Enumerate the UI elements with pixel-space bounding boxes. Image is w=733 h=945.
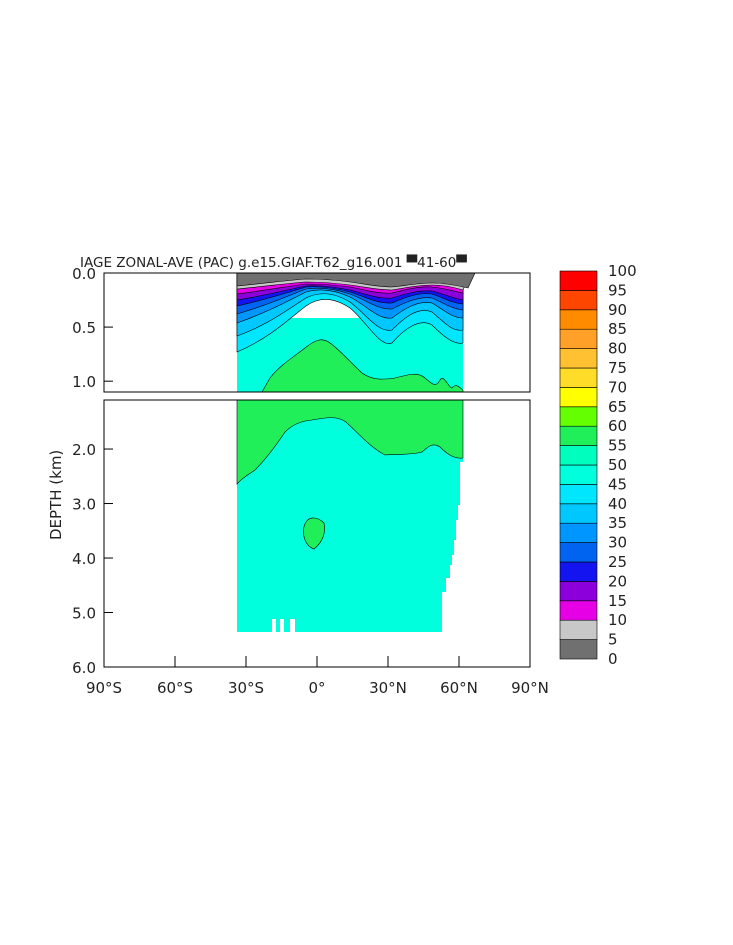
y-tick-label-bottom: 4.0 [72, 550, 96, 568]
y-axis-label: DEPTH (km) [47, 450, 65, 540]
colorbar-label: 90 [608, 301, 627, 319]
x-axis: 90°S 60°S 30°S 0° 30°N 60°N 90°N [86, 656, 549, 697]
y-tick-label-top: 0.0 [72, 265, 96, 283]
x-tick-label: 90°N [511, 679, 549, 697]
colorbar-label: 100 [608, 262, 637, 280]
y-tick-label-bottom: 2.0 [72, 441, 96, 459]
colorbar-label: 95 [608, 281, 627, 299]
x-tick-label: 30°S [228, 679, 264, 697]
colorbar-swatch [559, 290, 598, 311]
colorbar-label: 60 [608, 417, 627, 435]
chart-title: IAGE ZONAL-AVE (PAC) g.e15.GIAF.T62_g16.… [80, 254, 467, 271]
colorbar-swatch [559, 600, 598, 621]
colorbar-swatch [559, 445, 598, 466]
colorbar-swatch [559, 406, 598, 427]
colorbar-label: 40 [608, 495, 627, 513]
colorbar-swatch [559, 309, 598, 330]
colorbar-label: 85 [608, 320, 627, 338]
colorbar-label: 20 [608, 572, 627, 590]
colorbar-swatch [559, 328, 598, 349]
upper-panel-frame [103, 272, 531, 393]
lower-panel [236, 400, 464, 633]
x-tick-label: 30°N [369, 679, 407, 697]
upper-panel [236, 273, 476, 392]
colorbar-swatch [559, 387, 598, 408]
upper-band-0 [236, 273, 476, 289]
colorbar-swatch [559, 484, 598, 505]
colorbar-swatch [559, 425, 598, 446]
colorbar-label: 70 [608, 378, 627, 396]
colorbar-swatch [559, 619, 598, 640]
x-tick-label: 60°S [157, 679, 193, 697]
lower-band-50 [236, 400, 464, 485]
lower-band-50-blob [303, 517, 325, 550]
colorbar-label: 30 [608, 534, 627, 552]
colorbar-label: 0 [608, 650, 618, 668]
x-tick-label: 90°S [86, 679, 122, 697]
notch-2 [280, 619, 284, 633]
colorbar-label: 55 [608, 437, 627, 455]
y-tick-label-top: 1.0 [72, 373, 96, 391]
colorbar-swatch [559, 581, 598, 602]
colorbar-label: 25 [608, 553, 627, 571]
y-tick-label-bottom: 6.0 [72, 659, 96, 677]
colorbar-swatch [559, 503, 598, 524]
colorbar-swatch [559, 522, 598, 543]
x-tick-label: 60°N [440, 679, 478, 697]
y-tick-label-top: 0.5 [72, 319, 96, 337]
colorbar-swatch [559, 542, 598, 563]
colorbar-label: 15 [608, 592, 627, 610]
y-axis: 0.0 0.5 1.0 2.0 3.0 4.0 5.0 6.0 [72, 265, 113, 677]
colorbar-label: 10 [608, 611, 627, 629]
y-tick-label-bottom: 5.0 [72, 605, 96, 623]
colorbar-label: 50 [608, 456, 627, 474]
colorbar-label: 80 [608, 340, 627, 358]
colorbar-swatch [559, 270, 598, 291]
notch-1 [272, 619, 276, 633]
colorbar-swatch [559, 639, 598, 660]
colorbar-label: 45 [608, 475, 627, 493]
lower-band-45 [237, 400, 463, 632]
colorbar-swatch [559, 561, 598, 582]
y-tick-label-bottom: 3.0 [72, 496, 96, 514]
upper-band-50 [261, 339, 464, 392]
colorbar-swatch [559, 464, 598, 485]
colorbar-swatch [559, 348, 598, 369]
colorbar-swatch [559, 367, 598, 388]
notch-3 [290, 619, 295, 633]
colorbar-label: 75 [608, 359, 627, 377]
x-tick-label: 0° [308, 679, 325, 697]
colorbar-label: 35 [608, 514, 627, 532]
colorbar-label: 65 [608, 398, 627, 416]
colorbar-label: 5 [608, 631, 618, 649]
